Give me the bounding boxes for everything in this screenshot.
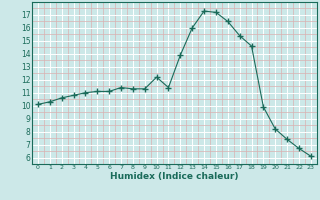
- X-axis label: Humidex (Indice chaleur): Humidex (Indice chaleur): [110, 172, 239, 181]
